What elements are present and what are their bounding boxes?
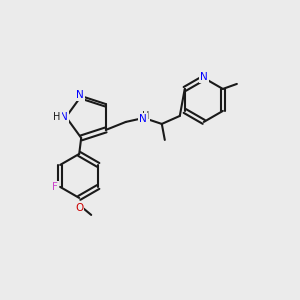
Text: F: F (52, 182, 58, 192)
Text: N: N (200, 72, 208, 82)
Text: H: H (142, 111, 149, 121)
Text: N: N (76, 90, 84, 100)
Text: H: H (53, 112, 61, 122)
Text: N: N (139, 114, 147, 124)
Text: N: N (60, 112, 68, 122)
Text: O: O (75, 203, 83, 213)
